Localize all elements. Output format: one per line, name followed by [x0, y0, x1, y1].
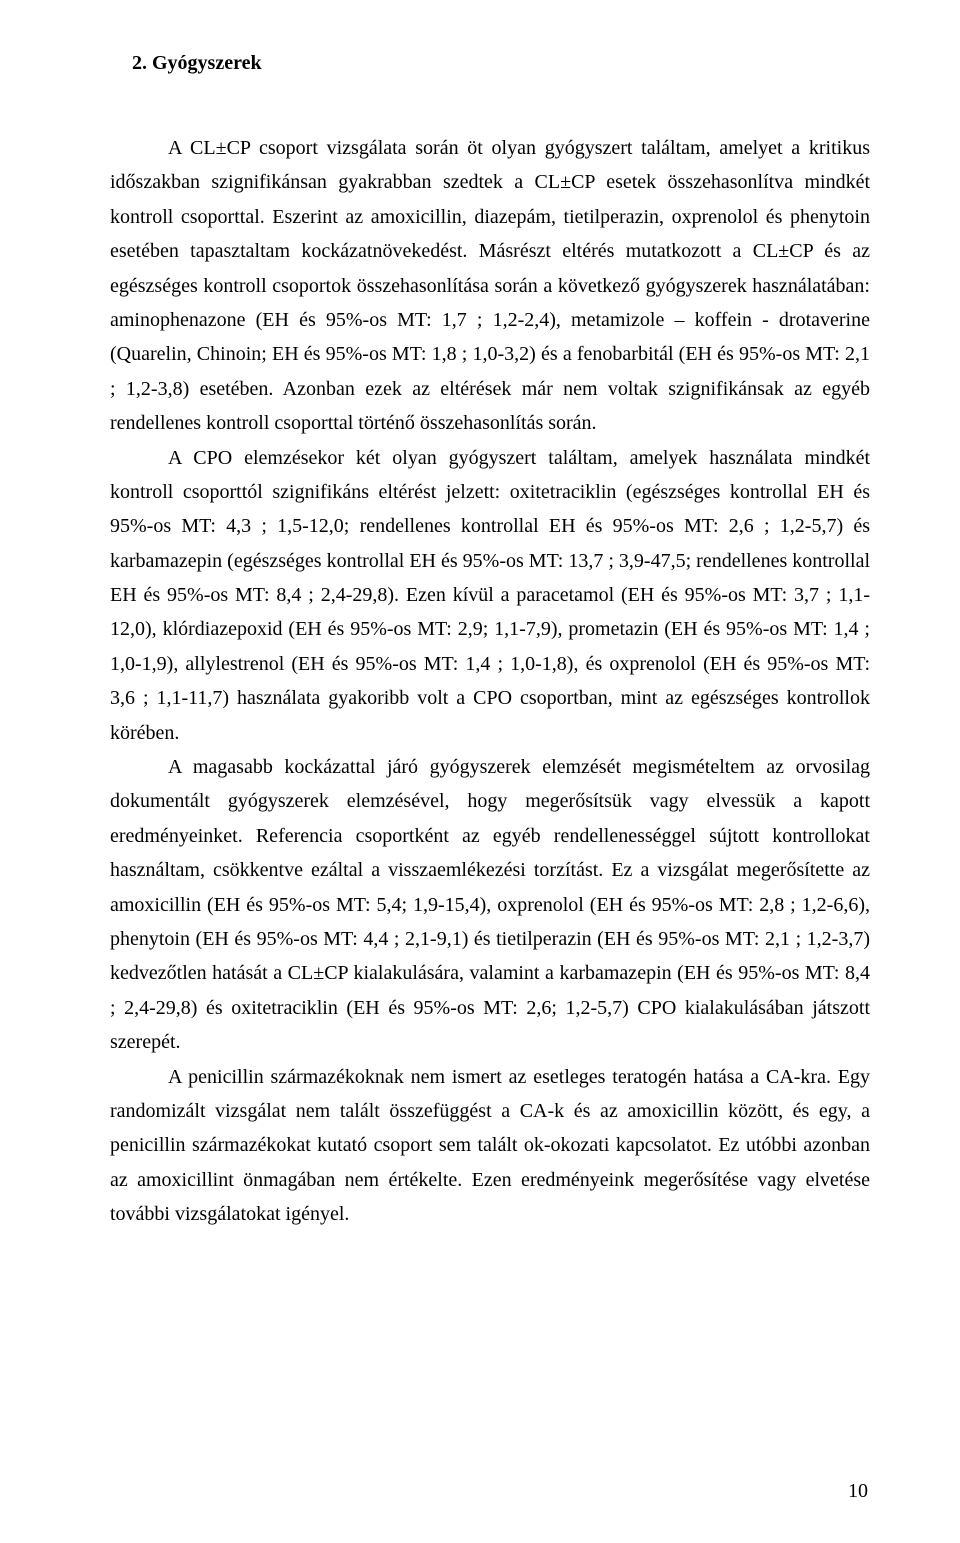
body-paragraph: A CL±CP csoport vizsgálata során öt olya…: [110, 131, 870, 441]
body-paragraph: A CPO elemzésekor két olyan gyógyszert t…: [110, 441, 870, 751]
body-paragraph: A penicillin származékoknak nem ismert a…: [110, 1060, 870, 1232]
body-paragraph: A magasabb kockázattal járó gyógyszerek …: [110, 750, 870, 1060]
section-heading: 2. Gyógyszerek: [132, 52, 870, 75]
page-number: 10: [848, 1480, 868, 1503]
document-page: 2. Gyógyszerek A CL±CP csoport vizsgálat…: [0, 0, 960, 1543]
